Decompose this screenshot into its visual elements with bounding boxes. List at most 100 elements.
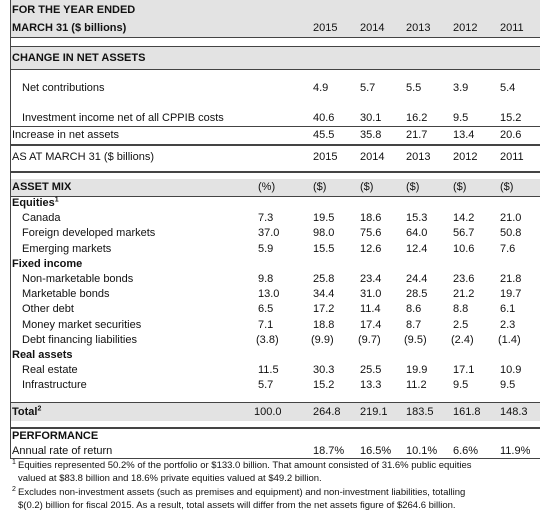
header: FOR THE YEAR ENDED xyxy=(12,3,135,17)
cell-text: 8.6 xyxy=(406,303,422,316)
cell: 5.9 xyxy=(258,242,273,256)
row-label-text: Canada xyxy=(22,212,61,225)
cell: 16.2 xyxy=(406,111,427,125)
group-title: Fixed income xyxy=(12,257,82,271)
row-label-text: Non-marketable bonds xyxy=(22,273,134,285)
cell: 31.0 xyxy=(360,287,381,301)
year-text: 2013 xyxy=(406,22,431,34)
row-label-text: Infrastructure xyxy=(22,379,87,392)
cell: 3.9 xyxy=(453,81,468,95)
cell-text: 6.5 xyxy=(258,303,274,316)
unit: (%) xyxy=(258,180,275,194)
unit-text: (%) xyxy=(258,181,276,193)
cell: 10.9 xyxy=(500,363,521,377)
cell: 6.1 xyxy=(500,302,515,316)
row-label-text: Marketable bonds xyxy=(22,288,110,301)
band xyxy=(10,0,540,37)
cell-text: 9.5 xyxy=(500,379,516,392)
row-label: Canada xyxy=(22,211,61,225)
row-label: Real estate xyxy=(22,363,78,377)
cell-text: (9.5) xyxy=(404,333,427,346)
cell: 219.1 xyxy=(360,405,388,419)
cell: 5.5 xyxy=(406,81,421,95)
group-title: Real assets xyxy=(12,348,73,362)
cell: 45.5 xyxy=(313,128,334,142)
group-title-text: Real assets xyxy=(12,349,73,361)
cell: 8.8 xyxy=(453,302,468,316)
unit-text: ($) xyxy=(453,181,467,193)
cell: 23.4 xyxy=(360,272,381,286)
header: MARCH 31 ($ billions) xyxy=(12,21,126,35)
cell: 4.9 xyxy=(313,81,328,95)
cell: 14.2 xyxy=(453,211,474,225)
year: 2011 xyxy=(500,21,524,35)
row-label: Marketable bonds xyxy=(22,287,109,301)
cell-text: 19.5 xyxy=(313,212,335,225)
cell: 17.2 xyxy=(313,302,334,316)
cell-text: 11.2 xyxy=(406,379,427,392)
cell-text: 18.8 xyxy=(313,318,335,331)
footnote-line: Excludes non-investment assets (such as … xyxy=(18,486,465,500)
cell: 30.3 xyxy=(313,363,334,377)
cell-text: 56.7 xyxy=(453,227,475,240)
cell-text: 10.9 xyxy=(500,364,522,377)
row-label: Infrastructure xyxy=(22,378,87,392)
cell-text: 13.3 xyxy=(360,379,382,392)
cell-text: 28.5 xyxy=(406,288,428,301)
unit-text: ($) xyxy=(500,181,514,193)
cell: 28.5 xyxy=(406,287,427,301)
footnote-line-text: Equities represented 50.2% of the portfo… xyxy=(18,460,472,471)
cell: (9.5) xyxy=(404,333,427,347)
cell: (1.4) xyxy=(498,333,521,347)
cell: 64.0 xyxy=(406,226,427,240)
row-label-text: Increase in net assets xyxy=(12,129,120,141)
cell: 11.2 xyxy=(406,378,427,392)
cell-text: (9.9) xyxy=(311,333,334,346)
row-label: Money market securities xyxy=(22,318,141,332)
cell: 21.8 xyxy=(500,272,521,286)
cell: 19.5 xyxy=(313,211,334,225)
cell-text: (9.7) xyxy=(358,333,381,346)
footnote-mark: 2 xyxy=(12,483,16,497)
cell: 50.8 xyxy=(500,226,521,240)
cell: 37.0 xyxy=(258,226,279,240)
year-text: 2015 xyxy=(313,22,338,34)
header-text: FOR THE YEAR ENDED xyxy=(12,4,136,16)
year: 2013 xyxy=(406,21,430,35)
rule xyxy=(10,402,540,403)
cell: 56.7 xyxy=(453,226,474,240)
cell: 15.2 xyxy=(313,378,334,392)
cell-text: 16.2 xyxy=(406,112,428,124)
cell-text: (2.4) xyxy=(451,333,474,346)
cell-text: 34.4 xyxy=(313,288,335,301)
cell-text: 37.0 xyxy=(258,227,280,240)
cell: 12.4 xyxy=(406,242,427,256)
cell: 10.1% xyxy=(406,444,437,458)
cell-text: 12.6 xyxy=(360,242,382,255)
year-text: 2012 xyxy=(453,22,478,34)
cell: 19.7 xyxy=(500,287,521,301)
cell-text: 148.3 xyxy=(500,406,528,418)
cell-text: 219.1 xyxy=(360,406,388,418)
cell: 6.6% xyxy=(453,444,478,458)
cell: 13.4 xyxy=(453,128,474,142)
row-label: Net contributions xyxy=(22,81,105,95)
cell: 9.5 xyxy=(453,111,468,125)
row-label: Debt financing liabilities xyxy=(22,333,137,347)
cell-text: 23.4 xyxy=(360,273,382,285)
row-label-text: Money market securities xyxy=(22,318,142,331)
cell-text: 17.2 xyxy=(313,303,335,316)
cell: 2.3 xyxy=(500,318,515,332)
cell: 30.1 xyxy=(360,111,381,125)
row-label: Foreign developed markets xyxy=(22,226,155,240)
cell: 6.5 xyxy=(258,302,273,316)
cell-text: 17.4 xyxy=(360,318,382,331)
cell: 21.7 xyxy=(406,128,427,142)
cell-text: 13.0 xyxy=(258,288,280,301)
rule xyxy=(10,46,540,47)
cell-text: 9.5 xyxy=(453,379,469,392)
year-text: 2011 xyxy=(500,151,524,163)
footnote-line: Equities represented 50.2% of the portfo… xyxy=(18,459,471,473)
band xyxy=(10,403,540,421)
group-title-text: Equities xyxy=(12,197,55,209)
